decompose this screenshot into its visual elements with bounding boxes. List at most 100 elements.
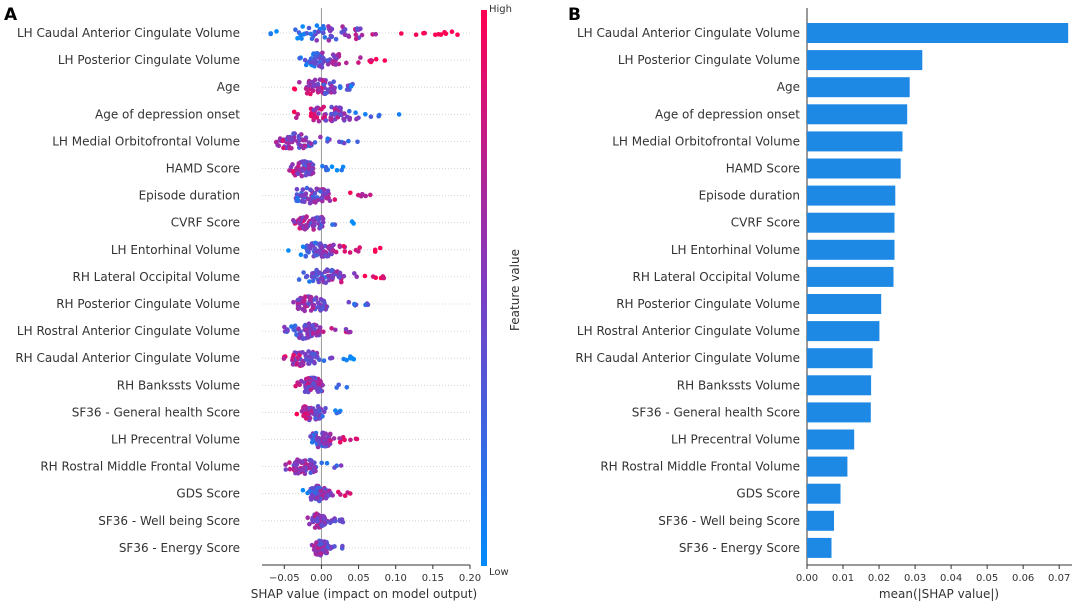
beeswarm-dot bbox=[330, 275, 335, 280]
beeswarm-dot bbox=[317, 270, 322, 275]
beeswarm-dot bbox=[302, 389, 308, 395]
beeswarm-dot bbox=[325, 62, 331, 67]
beeswarm-dot bbox=[313, 408, 318, 414]
beeswarm-dot bbox=[306, 250, 311, 255]
beeswarm-dot bbox=[356, 60, 361, 65]
beeswarm-dot bbox=[308, 326, 314, 332]
beeswarm-dot bbox=[347, 108, 352, 114]
beeswarm-dot bbox=[334, 168, 340, 173]
beeswarm-dot bbox=[318, 241, 323, 246]
beeswarm-dot bbox=[273, 139, 279, 145]
beeswarm-dot bbox=[307, 521, 312, 527]
beeswarm-dot bbox=[360, 191, 365, 197]
bar bbox=[807, 50, 923, 71]
beeswarm-dot bbox=[340, 519, 346, 525]
beeswarm-dot bbox=[316, 438, 321, 444]
beeswarm-dot bbox=[337, 244, 343, 250]
beeswarm-dot bbox=[310, 467, 316, 473]
x-tick-label: 0.15 bbox=[422, 573, 444, 584]
bar-feature-label: RH Bankssts Volume bbox=[677, 378, 800, 392]
beeswarm-dot bbox=[312, 246, 318, 251]
bar-feature-label: LH Rostral Anterior Cingulate Volume bbox=[577, 324, 800, 338]
bar-feature-labels: LH Caudal Anterior Cingulate Volume LH Po… bbox=[575, 26, 800, 555]
beeswarm-dot bbox=[311, 330, 316, 336]
beeswarm-dot bbox=[287, 460, 292, 465]
bar-feature-label: SF36 - Energy Score bbox=[679, 541, 800, 555]
beeswarm-dot bbox=[282, 324, 287, 330]
beeswarm-dot bbox=[293, 27, 298, 32]
beeswarm-dot bbox=[308, 463, 314, 468]
beeswarm-dot bbox=[348, 84, 354, 89]
beeswarm-dot bbox=[328, 33, 334, 39]
beeswarm-dot bbox=[314, 38, 320, 43]
beeswarm-feature-label: Age bbox=[217, 80, 240, 94]
bar bbox=[807, 348, 873, 369]
beeswarm-dot bbox=[344, 385, 350, 390]
beeswarm-dot bbox=[305, 196, 311, 202]
beeswarm-dot bbox=[316, 87, 322, 92]
beeswarm-dot bbox=[324, 167, 329, 173]
bar-feature-label: LH Medial Orbitofrontal Volume bbox=[612, 134, 800, 148]
bar-feature-label: RH Caudal Anterior Cingulate Volume bbox=[575, 351, 800, 365]
beeswarm-dot bbox=[300, 299, 306, 305]
bar-x-axis-label: mean(|SHAP value|) bbox=[879, 587, 999, 601]
beeswarm-dot bbox=[303, 86, 309, 92]
beeswarm-dot bbox=[316, 304, 322, 310]
beeswarm-dot bbox=[317, 325, 323, 330]
bar bbox=[807, 185, 896, 206]
beeswarm-dot bbox=[354, 26, 360, 31]
beeswarm-dot bbox=[311, 83, 317, 89]
beeswarm-dot bbox=[309, 36, 315, 41]
beeswarm-dot bbox=[312, 360, 317, 366]
beeswarm-dot bbox=[317, 408, 323, 414]
beeswarm-dot bbox=[311, 227, 316, 232]
beeswarm-feature-label: SF36 - Well being Score bbox=[98, 514, 240, 528]
beeswarm-dot bbox=[294, 411, 300, 417]
beeswarm-feature-label: RH Lateral Occipital Volume bbox=[72, 270, 240, 284]
beeswarm-dot bbox=[291, 327, 297, 332]
bar bbox=[807, 456, 848, 477]
beeswarm-dot bbox=[433, 32, 438, 38]
beeswarm-dot bbox=[334, 385, 340, 390]
beeswarm-dot bbox=[315, 329, 321, 334]
beeswarm-dot bbox=[283, 462, 288, 467]
beeswarm-dot bbox=[319, 244, 325, 250]
beeswarm-dot bbox=[328, 431, 333, 437]
beeswarm-dot bbox=[322, 35, 328, 40]
beeswarm-dot bbox=[321, 358, 327, 364]
beeswarm-dot bbox=[321, 329, 326, 335]
beeswarm-dot bbox=[362, 273, 368, 279]
beeswarm-dot bbox=[313, 416, 318, 421]
beeswarm-dot bbox=[316, 248, 321, 254]
x-tick-label: 0.02 bbox=[868, 573, 890, 584]
beeswarm-dot bbox=[352, 271, 357, 276]
beeswarm-dot bbox=[312, 525, 318, 530]
beeswarm-dot bbox=[308, 387, 314, 393]
beeswarm-dot bbox=[297, 458, 303, 464]
beeswarm-dot bbox=[314, 354, 319, 360]
beeswarm-dot bbox=[305, 515, 311, 520]
x-tick-label: 0.20 bbox=[459, 573, 481, 584]
beeswarm-dot bbox=[298, 252, 304, 257]
beeswarm-dot bbox=[306, 321, 312, 327]
beeswarm-dot bbox=[305, 411, 310, 417]
beeswarm-dot bbox=[346, 34, 352, 39]
beeswarm-dot bbox=[332, 465, 337, 470]
beeswarm-dot bbox=[354, 116, 359, 122]
colorbar-title: Feature value bbox=[508, 249, 522, 331]
beeswarm-dot bbox=[302, 405, 307, 411]
x-tick-label: 0.06 bbox=[1012, 573, 1034, 584]
bar-feature-label: CVRF Score bbox=[731, 216, 800, 230]
beeswarm-dot bbox=[315, 516, 320, 521]
bar-feature-label: GDS Score bbox=[736, 487, 800, 501]
beeswarm-dot bbox=[295, 195, 300, 201]
bar bbox=[807, 23, 1069, 43]
beeswarm-dot bbox=[291, 352, 296, 358]
beeswarm-dot bbox=[286, 248, 291, 253]
beeswarm-dot bbox=[291, 299, 296, 305]
beeswarm-dot bbox=[277, 138, 283, 143]
beeswarm-dot bbox=[329, 164, 335, 169]
beeswarm-dot bbox=[332, 544, 337, 549]
beeswarm-dot bbox=[306, 301, 311, 306]
beeswarm-dot bbox=[312, 77, 318, 83]
